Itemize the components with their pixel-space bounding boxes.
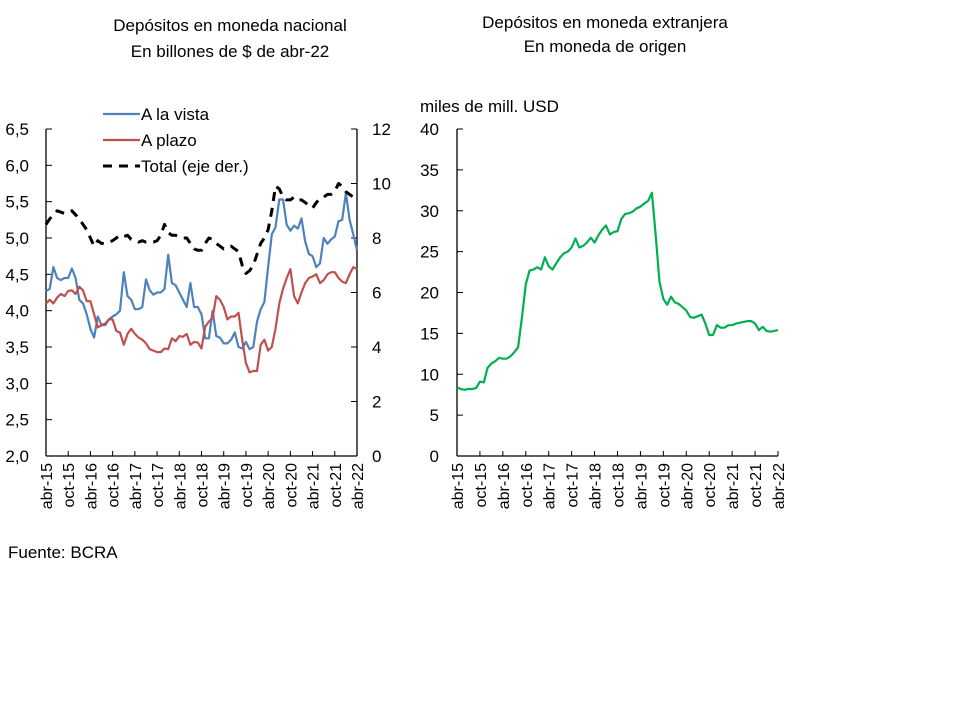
fx-y-tick-label: 35 [420,161,439,180]
left-y-tick-label: 4,0 [5,302,29,321]
right-y-tick-label: 10 [372,175,391,194]
fx-y-tick-label: 25 [420,243,439,262]
right-chart-x-tick-label: oct-19 [656,463,673,508]
right-y-tick-label: 2 [372,393,381,412]
left-chart-x-tick-label: abr-19 [217,463,234,509]
left-chart-x-tick-label: abr-17 [128,463,145,509]
right-y-tick-label: 12 [372,120,391,139]
right-chart-x-tick-label: oct-18 [611,463,628,508]
left-y-tick-label: 2,5 [5,411,29,430]
left-y-tick-label: 4,5 [5,265,29,284]
fx-y-tick-label: 5 [430,406,439,425]
right-chart-y-axis-label: miles de mill. USD [420,97,559,116]
left-chart-x-tick-label: abr-16 [83,463,100,509]
source-note: Fuente: BCRA [8,543,118,562]
right-chart-x-tick-label: abr-18 [588,463,605,509]
left-y-tick-label: 6,0 [5,156,29,175]
series-line-a-la-vista [45,191,359,351]
left-chart-title-line2: En billones de $ de abr-22 [131,42,329,61]
right-chart-x-tick-label: abr-20 [679,463,696,509]
right-chart-title-line1: Depósitos en moneda extranjera [482,13,728,32]
right-chart-x-tick-label: abr-22 [771,463,788,509]
left-chart-x-tick-label: abr-15 [39,463,56,509]
right-chart-x-tick-label: oct-16 [519,463,536,508]
left-chart-x-tick-label: oct-17 [150,463,167,508]
left-y-tick-label: 6,5 [5,120,29,139]
right-y-tick-label: 6 [372,284,381,303]
left-y-tick-label: 5,5 [5,193,29,212]
right-y-tick-label: 0 [372,447,381,466]
fx-y-tick-label: 20 [420,284,439,303]
left-chart-x-tick-label: oct-21 [328,463,345,508]
fx-y-tick-label: 30 [420,202,439,221]
legend-label: A plazo [141,131,197,150]
right-chart-x-tick-label: abr-21 [725,463,742,509]
fx-y-tick-label: 40 [420,120,439,139]
right-chart-title-line2: En moneda de origen [524,37,687,56]
left-y-tick-label: 2,0 [5,447,29,466]
legend-label: Total (eje der.) [141,157,249,176]
left-chart-x-tick-label: abr-21 [306,463,323,509]
fx-y-tick-label: 10 [420,365,439,384]
right-chart-x-tick-label: oct-15 [473,463,490,508]
left-chart-x-tick-label: abr-22 [350,463,367,509]
left-chart-x-tick-label: abr-18 [172,463,189,509]
fx-y-tick-label: 15 [420,324,439,343]
right-chart-x-tick-label: abr-15 [450,463,467,509]
right-chart-x-tick-label: abr-17 [542,463,559,509]
legend-label: A la vista [141,105,210,124]
right-chart-x-tick-label: oct-17 [565,463,582,508]
left-chart-x-tick-label: oct-16 [106,463,123,508]
left-y-tick-label: 5,0 [5,229,29,248]
left-chart-x-tick-label: oct-19 [239,463,256,508]
series-line-a-plazo [45,266,358,374]
right-chart-x-tick-label: oct-21 [748,463,765,508]
left-chart-x-tick-label: oct-18 [195,463,212,508]
left-chart-title-line1: Depósitos en moneda nacional [113,16,346,35]
fx-y-tick-label: 0 [430,447,439,466]
right-y-tick-label: 8 [372,229,381,248]
right-chart-x-tick-label: oct-20 [702,463,719,508]
right-chart-x-tick-label: abr-19 [633,463,650,509]
left-y-tick-label: 3,0 [5,374,29,393]
series-line-total-eje-der [44,182,357,275]
left-chart-x-tick-label: oct-15 [61,463,78,508]
left-y-tick-label: 3,5 [5,338,29,357]
right-y-tick-label: 4 [372,338,381,357]
right-chart-x-tick-label: abr-16 [496,463,513,509]
left-chart-x-tick-label: oct-20 [283,463,300,508]
left-chart-x-tick-label: abr-20 [261,463,278,509]
series-line-fx-deposits [456,191,779,391]
